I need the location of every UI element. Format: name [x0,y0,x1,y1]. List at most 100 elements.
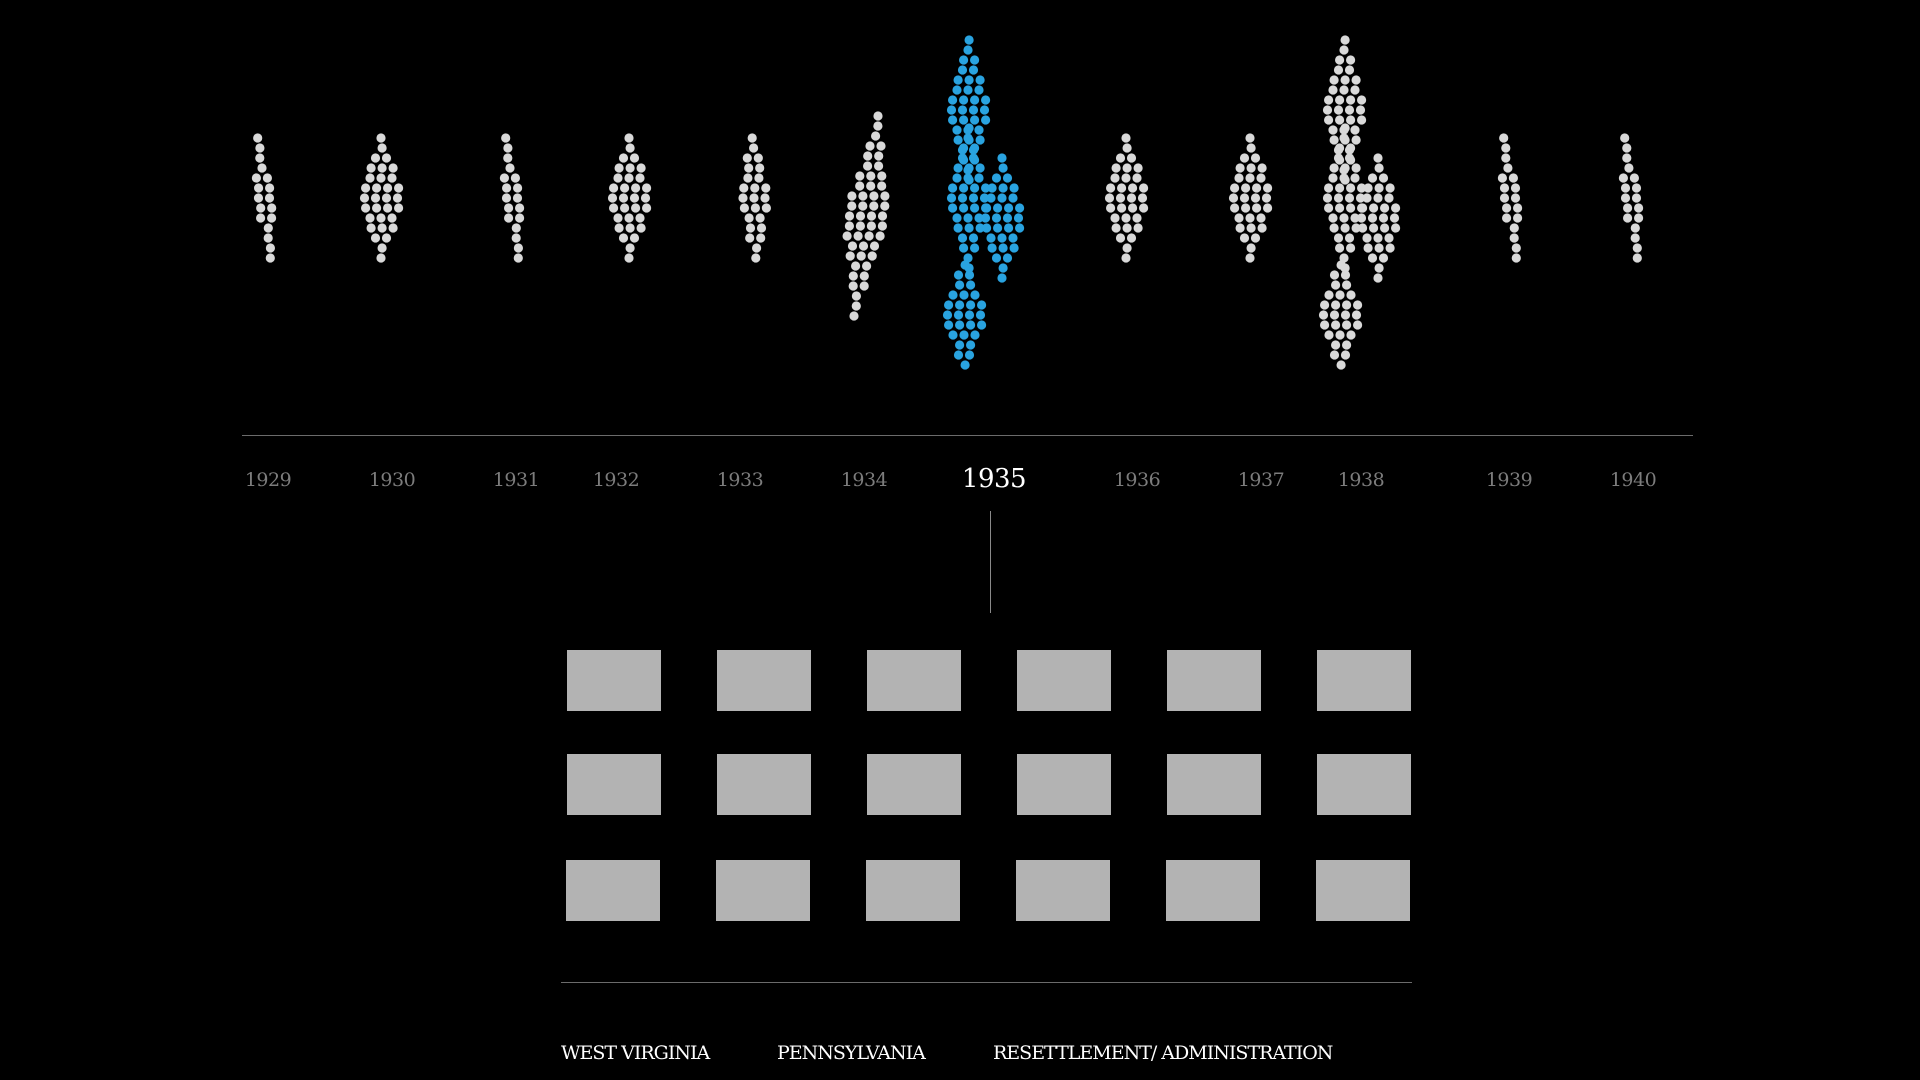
photo-dot[interactable] [629,153,640,163]
photo-dot[interactable] [1004,203,1014,213]
photo-dot[interactable] [1355,105,1366,115]
photo-dot[interactable] [744,163,754,173]
photo-dot[interactable] [1353,300,1363,310]
photo-dot[interactable] [760,193,770,203]
photo-dot[interactable] [1353,320,1363,330]
photo-dot[interactable] [1335,143,1345,153]
photo-dot[interactable] [1324,203,1334,213]
photo-dot[interactable] [1230,183,1240,193]
photo-dot[interactable] [953,270,964,280]
photo-dot[interactable] [1357,95,1367,105]
photo-dot[interactable] [1115,193,1126,203]
photo-dot[interactable] [1340,310,1351,320]
photo-dot[interactable] [613,213,623,223]
photo-dot[interactable] [1342,300,1352,310]
photo-dot[interactable] [1329,350,1340,360]
photo-dot[interactable] [871,131,881,141]
photo-dot[interactable] [1122,143,1132,153]
photo-dot[interactable] [1122,243,1132,253]
photo-dot[interactable] [864,231,874,241]
photo-dot[interactable] [1228,193,1239,203]
photo-thumbnail[interactable] [1167,650,1261,711]
photo-dot[interactable] [381,153,392,163]
photo-dot[interactable] [1391,203,1401,213]
photo-dot[interactable] [1335,330,1345,340]
photo-dot[interactable] [377,143,387,153]
photo-dot[interactable] [1324,115,1334,125]
photo-thumbnail[interactable] [1017,754,1111,815]
photo-dot[interactable] [1351,135,1361,145]
photo-dot[interactable] [642,183,652,193]
photo-dot[interactable] [625,163,635,173]
photo-dot[interactable] [948,290,958,300]
photo-dot[interactable] [753,153,763,163]
photo-dot[interactable] [1002,173,1013,183]
photo-dot[interactable] [256,203,266,213]
photo-dot[interactable] [1509,233,1519,243]
photo-dot[interactable] [1246,243,1256,253]
photo-dot[interactable] [998,263,1008,273]
photo-dot[interactable] [1324,183,1334,193]
photo-dot[interactable] [948,95,958,105]
photo-dot[interactable] [512,193,523,203]
photo-thumbnail[interactable] [1317,754,1411,815]
photo-dot[interactable] [963,45,973,55]
photo-dot[interactable] [948,115,958,125]
photo-dot[interactable] [1356,213,1367,223]
photo-dot[interactable] [755,213,765,223]
photo-dot[interactable] [1344,105,1355,115]
photo-dot[interactable] [880,201,890,211]
photo-dot[interactable] [624,173,634,183]
photo-dot[interactable] [744,213,754,223]
photo-dot[interactable] [1385,183,1395,193]
photo-dot[interactable] [970,183,980,193]
photo-dot[interactable] [944,300,954,310]
photo-dot[interactable] [370,233,381,243]
photo-dot[interactable] [1623,203,1633,213]
photo-dot[interactable] [964,75,974,85]
photo-dot[interactable] [942,310,953,320]
photo-dot[interactable] [267,213,277,223]
photo-dot[interactable] [869,241,880,251]
photo-dot[interactable] [858,191,868,201]
photo-dot[interactable] [1620,133,1630,143]
photo-dot[interactable] [957,153,968,163]
photo-dot[interactable] [952,173,962,183]
photo-dot[interactable] [624,133,634,143]
photo-dot[interactable] [1380,223,1390,233]
photo-dot[interactable] [1335,290,1345,300]
photo-dot[interactable] [963,253,973,263]
photo-dot[interactable] [1104,193,1115,203]
photo-dot[interactable] [750,183,760,193]
photo-thumbnail[interactable] [867,754,961,815]
photo-dot[interactable] [253,133,263,143]
photo-dot[interactable] [844,211,855,221]
photo-dot[interactable] [993,203,1003,213]
photo-dot[interactable] [997,193,1007,203]
photo-dot[interactable] [1369,223,1379,233]
photo-dot[interactable] [975,75,985,85]
photo-dot[interactable] [1339,45,1349,55]
photo-dot[interactable] [618,153,629,163]
photo-dot[interactable] [1346,290,1356,300]
photo-dot[interactable] [624,253,634,263]
photo-dot[interactable] [377,243,387,253]
photo-dot[interactable] [365,173,375,183]
photo-dot[interactable] [756,223,767,233]
photo-dot[interactable] [1622,143,1632,153]
photo-dot[interactable] [859,271,869,281]
photo-dot[interactable] [1132,213,1142,223]
photo-dot[interactable] [1132,173,1142,183]
photo-dot[interactable] [1250,153,1261,163]
photo-dot[interactable] [863,161,873,171]
photo-dot[interactable] [1630,233,1640,243]
photo-dot[interactable] [851,261,861,271]
photo-dot[interactable] [1250,233,1261,243]
photo-dot[interactable] [856,251,866,261]
photo-dot[interactable] [1246,163,1256,173]
photo-dot[interactable] [855,171,865,181]
photo-dot[interactable] [1358,203,1368,213]
photo-dot[interactable] [997,153,1007,163]
photo-dot[interactable] [1263,203,1273,213]
year-label-1929[interactable]: 1929 [244,469,292,491]
